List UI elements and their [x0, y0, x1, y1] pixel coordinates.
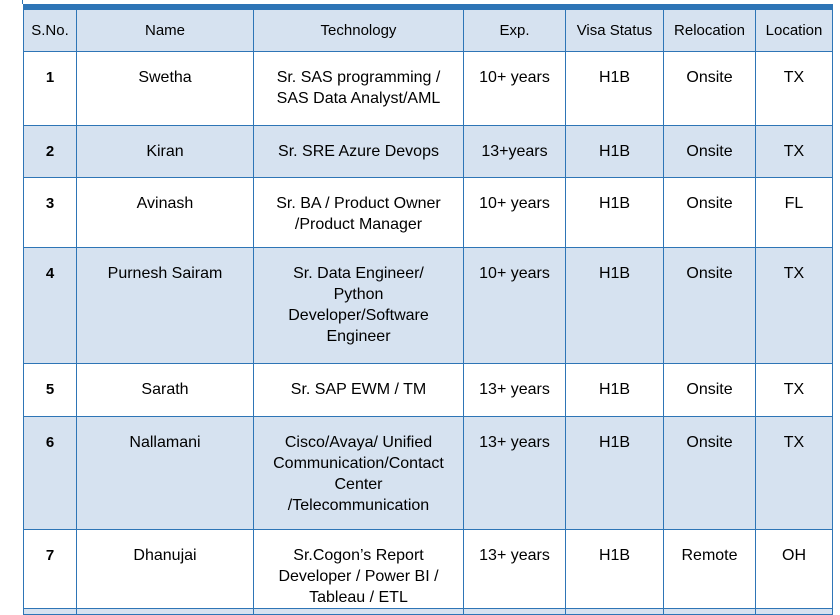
cell-location: TX — [755, 125, 833, 178]
cell-exp: 13+ years — [463, 416, 566, 530]
column-header-location: Location — [755, 6, 833, 52]
column-header-sno: S.No. — [23, 6, 77, 52]
cell-sno: 1 — [23, 51, 77, 126]
table-header-row: S.No. Name Technology Exp. Visa Status R… — [23, 6, 833, 52]
cell-exp: 13+ years — [463, 363, 566, 417]
cell-visa-status: H1B — [565, 416, 664, 530]
table-row: 2 Kiran Sr. SRE Azure Devops 13+years H1… — [23, 125, 833, 178]
cell-sno: 3 — [23, 177, 77, 248]
column-header-exp: Exp. — [463, 6, 566, 52]
cell-visa-status: H1B — [565, 363, 664, 417]
table-row: 4 Purnesh Sairam Sr. Data Engineer/ Pyth… — [23, 247, 833, 364]
cell-visa-status: H1B — [565, 177, 664, 248]
cell-relocation: Onsite — [663, 416, 756, 530]
cell-relocation: Onsite — [663, 363, 756, 417]
cell-name: Dhanujai — [76, 529, 254, 609]
cell-technology: Sr. Data Engineer/ Python Developer/Soft… — [253, 247, 464, 364]
cell-exp: 10+ years — [463, 247, 566, 364]
column-header-name: Name — [76, 6, 254, 52]
cell-name: Swetha — [76, 51, 254, 126]
cell-exp: 10+ years — [463, 177, 566, 248]
cell-sno: 6 — [23, 416, 77, 530]
cell-relocation: Remote — [663, 529, 756, 609]
cell-location: OH — [755, 529, 833, 609]
cell-exp: 13+years — [463, 125, 566, 178]
cell-sno: 4 — [23, 247, 77, 364]
cell-technology: Sr. SAS programming / SAS Data Analyst/A… — [253, 51, 464, 126]
cell-name: Kiran — [76, 125, 254, 178]
table-row-partially-visible — [23, 608, 833, 615]
cell-relocation: Onsite — [663, 247, 756, 364]
cell-visa-status: H1B — [565, 247, 664, 364]
table-row: 7 Dhanujai Sr.Cogon’s Report Developer /… — [23, 529, 833, 609]
cell-relocation: Onsite — [663, 177, 756, 248]
column-header-relocation: Relocation — [663, 6, 756, 52]
cell-location: TX — [755, 247, 833, 364]
table-row: 3 Avinash Sr. BA / Product Owner /Produc… — [23, 177, 833, 248]
table-row: 5 Sarath Sr. SAP EWM / TM 13+ years H1B … — [23, 363, 833, 417]
cell-visa-status: H1B — [565, 125, 664, 178]
cell-sno: 7 — [23, 529, 77, 609]
table-row: 1 Swetha Sr. SAS programming / SAS Data … — [23, 51, 833, 126]
table-row: 6 Nallamani Cisco/Avaya/ Unified Communi… — [23, 416, 833, 530]
cell-technology: Sr.Cogon’s Report Developer / Power BI /… — [253, 529, 464, 609]
cell-exp: 13+ years — [463, 529, 566, 609]
cell-name: Sarath — [76, 363, 254, 417]
cell-exp: 10+ years — [463, 51, 566, 126]
cell-visa-status: H1B — [565, 51, 664, 126]
cell-technology: Sr. SRE Azure Devops — [253, 125, 464, 178]
cell-relocation: Onsite — [663, 125, 756, 178]
cell-relocation: Onsite — [663, 51, 756, 126]
cell-name: Nallamani — [76, 416, 254, 530]
cell-location: TX — [755, 363, 833, 417]
cell-location: TX — [755, 51, 833, 126]
cell-location: FL — [755, 177, 833, 248]
column-header-visa-status: Visa Status — [565, 6, 664, 52]
cell-name: Avinash — [76, 177, 254, 248]
cell-technology: Sr. BA / Product Owner /Product Manager — [253, 177, 464, 248]
candidates-table: S.No. Name Technology Exp. Visa Status R… — [23, 4, 833, 615]
cell-visa-status: H1B — [565, 529, 664, 609]
column-header-technology: Technology — [253, 6, 464, 52]
cell-technology: Cisco/Avaya/ Unified Communication/Conta… — [253, 416, 464, 530]
cell-name: Purnesh Sairam — [76, 247, 254, 364]
table-left-border-tick — [22, 0, 23, 4]
cell-sno: 2 — [23, 125, 77, 178]
cell-sno: 5 — [23, 363, 77, 417]
cell-location: TX — [755, 416, 833, 530]
cell-technology: Sr. SAP EWM / TM — [253, 363, 464, 417]
